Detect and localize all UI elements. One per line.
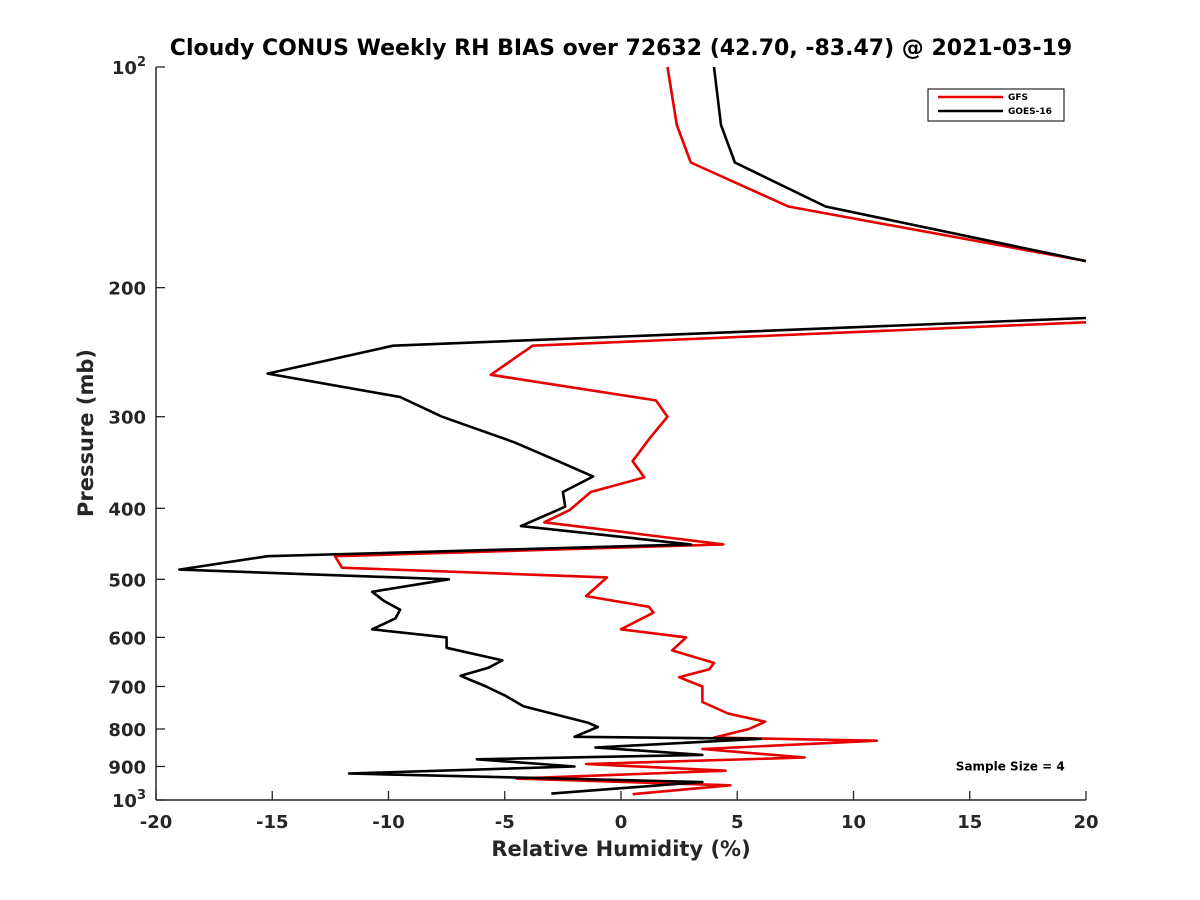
y-axis-ticks: 102 200 300 400 500 600 700 800 900 103 (108, 55, 165, 812)
series-line-goes16 (178, 66, 1087, 795)
x-tick-label: 0 (615, 812, 628, 833)
legend-label-goes16: GOES-16 (1008, 107, 1052, 117)
y-tick-label: 300 (108, 408, 146, 429)
series-line-gfs (333, 66, 1087, 796)
x-tick-label: 10 (841, 812, 866, 833)
series-layer (178, 66, 1087, 796)
plot-area (156, 67, 1086, 800)
legend-box (927, 88, 1065, 122)
y-tick-label: 600 (108, 628, 146, 649)
y-tick-label: 102 (112, 55, 146, 79)
x-tick-label: -10 (372, 812, 405, 833)
y-tick-label: 200 (108, 279, 146, 300)
x-tick-label: 5 (731, 812, 744, 833)
x-tick-label: -15 (256, 812, 289, 833)
x-tick-label: 15 (957, 812, 982, 833)
legend: GFS GOES-16 (927, 88, 1065, 122)
x-axis-ticks: -20 -15 -10 -5 0 5 10 15 20 (140, 791, 1099, 833)
y-tick-label: 900 (108, 757, 146, 778)
y-tick-label: 103 (112, 788, 146, 812)
y-tick-label: 400 (108, 499, 146, 520)
chart-title: Cloudy CONUS Weekly RH BIAS over 72632 (… (170, 36, 1072, 61)
y-tick-label: 800 (108, 720, 146, 741)
x-tick-label: -20 (140, 812, 173, 833)
y-axis-label: Pressure (mb) (74, 349, 98, 517)
x-axis-label: Relative Humidity (%) (491, 837, 750, 861)
sample-size-annotation: Sample Size = 4 (956, 759, 1065, 773)
x-tick-label: -5 (495, 812, 515, 833)
legend-label-gfs: GFS (1008, 93, 1028, 103)
y-tick-label: 700 (108, 677, 146, 698)
y-tick-label: 500 (108, 570, 146, 591)
x-tick-label: 20 (1073, 812, 1098, 833)
